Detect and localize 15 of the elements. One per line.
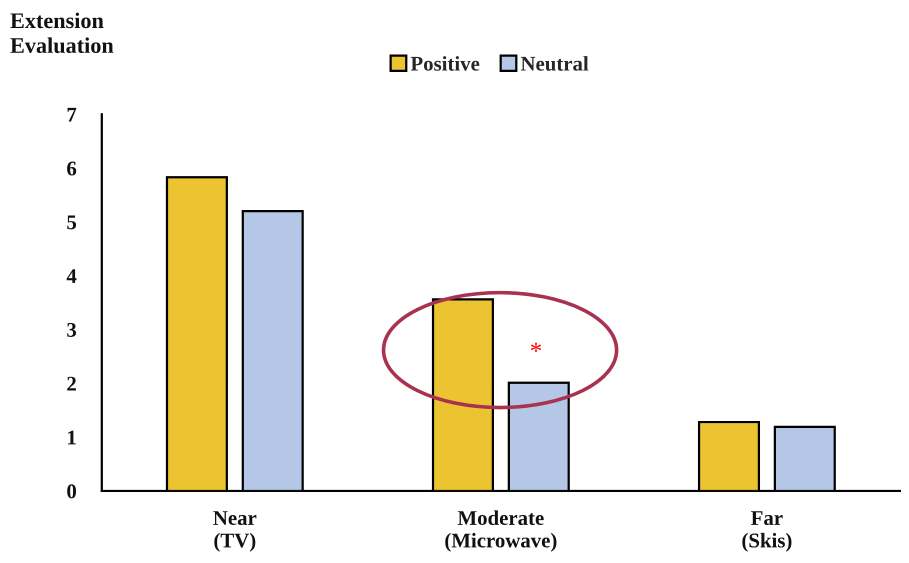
x-tick-label: Far (Skis) — [742, 511, 792, 552]
annotation: * — [530, 342, 542, 352]
y-tick-label: 4 — [66, 269, 76, 283]
y-tick-label: 2 — [67, 376, 76, 391]
y-tick-label: 0 — [67, 484, 76, 498]
legend-label: Neutral — [520, 56, 588, 71]
y-tick-label: 7 — [68, 108, 76, 122]
x-tick-label: Near (TV) — [213, 511, 256, 552]
y-axis-title: Extension Evaluation — [10, 12, 114, 54]
legend-label: Positive — [410, 56, 480, 71]
x-tick-label: Moderate (Microwave) — [445, 510, 556, 552]
y-tick-label: 3 — [67, 322, 76, 337]
y-tick-label: 6 — [67, 162, 76, 176]
y-tick-label: 5 — [67, 215, 76, 230]
y-tick-label: 1 — [68, 430, 76, 444]
